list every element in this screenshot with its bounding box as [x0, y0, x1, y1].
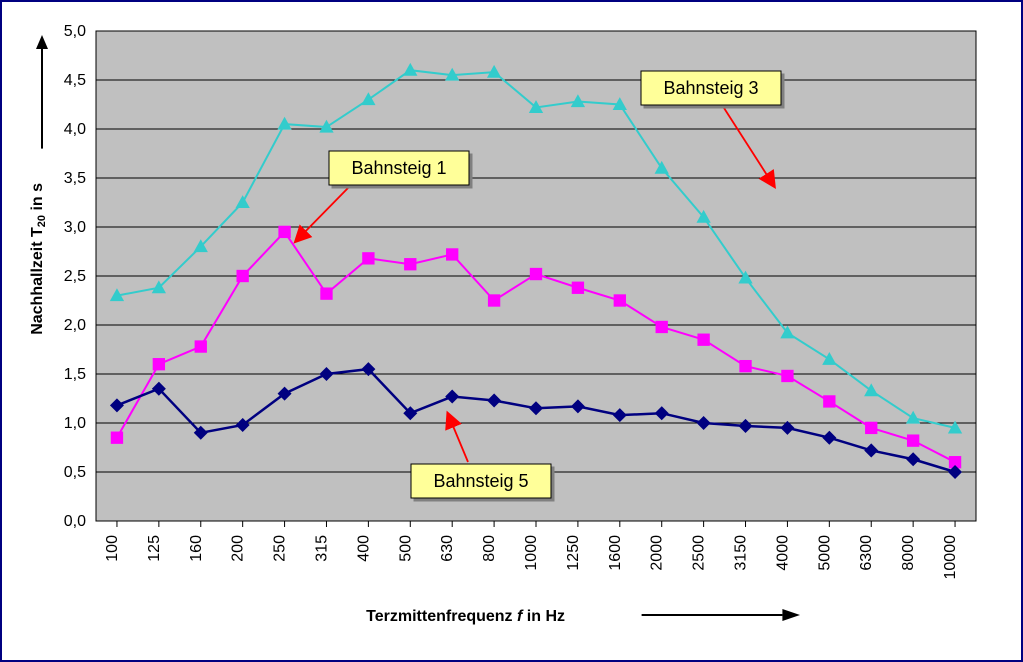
series-bahnsteig-1-marker: [907, 435, 918, 446]
x-tick-label: 400: [355, 535, 372, 562]
y-tick-label: 0,0: [64, 513, 86, 530]
x-axis-label: Terzmittenfrequenz f in Hz: [366, 608, 565, 625]
series-bahnsteig-1-marker: [824, 396, 835, 407]
x-tick-label: 250: [272, 535, 289, 562]
series-bahnsteig-1-marker: [363, 253, 374, 264]
y-tick-label: 5,0: [64, 23, 86, 40]
y-tick-label: 3,5: [64, 170, 86, 187]
x-tick-label: 1000: [523, 535, 540, 571]
chart-frame: 0,0 0,5 1,0 1,5 2,0 2,5 3,0 3,5 4,0 4,5 5,0 100 125 1…: [0, 0, 1023, 662]
series-bahnsteig-1-marker: [405, 259, 416, 270]
series-bahnsteig-1-marker: [530, 268, 541, 279]
chart-area: 0,0 0,5 1,0 1,5 2,0 2,5 3,0 3,5 4,0 4,5 5,0 100 125 1…: [16, 16, 1007, 646]
chart-svg: 0,0 0,5 1,0 1,5 2,0 2,5 3,0 3,5 4,0 4,5 5,0 100 125 1…: [16, 16, 1011, 650]
series-bahnsteig-1-marker: [614, 295, 625, 306]
series-bahnsteig-1-marker: [698, 334, 709, 345]
x-tick-label: 160: [188, 535, 205, 562]
callout-label: Bahnsteig 3: [663, 78, 758, 98]
y-tick-label: 1,5: [64, 366, 86, 383]
y-tick-label: 1,0: [64, 415, 86, 432]
series-bahnsteig-1-marker: [237, 270, 248, 281]
series-bahnsteig-1-marker: [572, 282, 583, 293]
series-bahnsteig-1-marker: [195, 341, 206, 352]
series-bahnsteig-1-marker: [447, 249, 458, 260]
x-axis-arrowhead: [782, 609, 800, 621]
series-bahnsteig-1-marker: [321, 288, 332, 299]
x-tick-label: 4000: [774, 535, 791, 571]
y-axis-arrowhead: [36, 35, 48, 49]
x-tick-label: 10000: [942, 535, 959, 580]
series-bahnsteig-1-marker: [656, 321, 667, 332]
x-tick-label: 8000: [900, 535, 917, 571]
y-tick-label: 4,0: [64, 121, 86, 138]
series-bahnsteig-1-marker: [111, 432, 122, 443]
x-tick-label: 100: [104, 535, 121, 562]
series-bahnsteig-1-marker: [866, 422, 877, 433]
y-tick-label: 4,5: [64, 72, 86, 89]
x-tick-label: 2500: [691, 535, 708, 571]
y-tick-label: 3,0: [64, 219, 86, 236]
x-tick-label: 1600: [607, 535, 624, 571]
series-bahnsteig-1-marker: [153, 359, 164, 370]
series-bahnsteig-1-marker: [488, 295, 499, 306]
y-tick-label: 0,5: [64, 464, 86, 481]
x-tick-label: 800: [481, 535, 498, 562]
y-tick-label: 2,5: [64, 268, 86, 285]
y-axis-label: Nachhallzeit T20 in s: [29, 183, 48, 335]
x-tick-label: 200: [230, 535, 247, 562]
series-bahnsteig-1-marker: [740, 360, 751, 371]
x-tick-label: 315: [313, 535, 330, 562]
series-bahnsteig-1-marker: [782, 370, 793, 381]
x-tick-label: 125: [146, 535, 163, 562]
y-tick-label: 2,0: [64, 317, 86, 334]
x-tick-label: 2000: [649, 535, 666, 571]
x-tick-label: 1250: [565, 535, 582, 571]
x-tick-label: 5000: [816, 535, 833, 571]
series-bahnsteig-1-marker: [279, 226, 290, 237]
callout-label: Bahnsteig 1: [351, 158, 446, 178]
x-tick-label: 3150: [733, 535, 750, 571]
x-tick-label: 630: [439, 535, 456, 562]
callout-label: Bahnsteig 5: [433, 471, 528, 491]
x-tick-label: 6300: [858, 535, 875, 571]
x-tick-label: 500: [397, 535, 414, 562]
